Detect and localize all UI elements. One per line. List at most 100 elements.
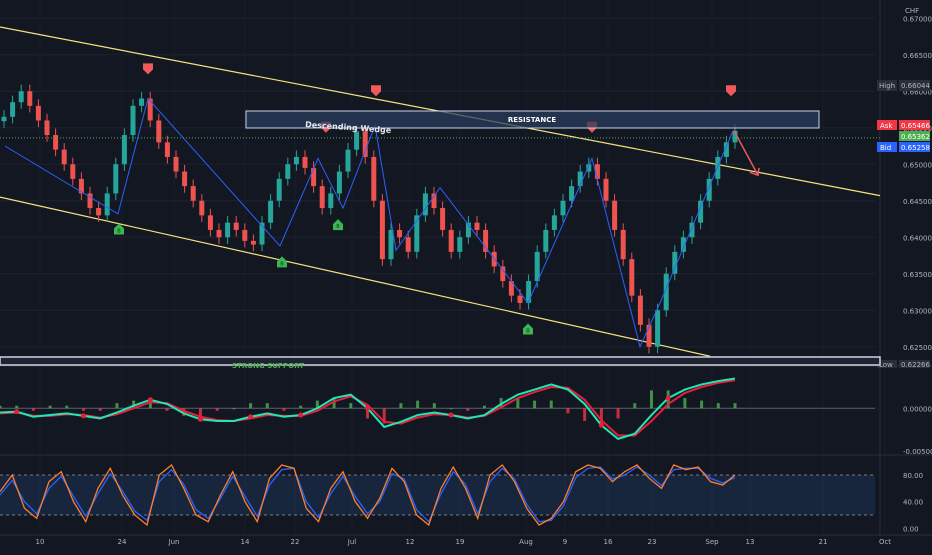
- candle: [474, 222, 480, 230]
- macd-histogram-bar: [48, 405, 52, 409]
- macd-cross-dot: [365, 405, 370, 411]
- time-tick-label: Oct: [879, 538, 891, 546]
- stochastic-k-line: [0, 463, 736, 527]
- macd-histogram-bar: [215, 408, 219, 411]
- macd-histogram-bar: [482, 405, 486, 409]
- candle: [35, 105, 41, 121]
- candle: [689, 222, 695, 238]
- candle: [637, 295, 643, 325]
- price-tick-label: 0.66000: [903, 88, 932, 96]
- resistance-zone[interactable]: RESISTANCE: [245, 110, 820, 129]
- candle: [612, 200, 618, 230]
- macd-histogram-bar: [82, 408, 86, 411]
- macd-cross-dot: [81, 413, 87, 419]
- macd-histogram-bar: [416, 400, 420, 409]
- macd-histogram-bar: [449, 408, 453, 410]
- buy-signal-letter: B: [280, 261, 284, 267]
- buy-signal-letter: B: [336, 224, 340, 230]
- macd-histogram-bar: [0, 405, 2, 409]
- candle: [680, 237, 686, 252]
- sell-signal-marker: [143, 63, 153, 75]
- candle: [534, 251, 540, 282]
- time-tick-label: 13: [746, 538, 755, 546]
- candle: [508, 281, 514, 296]
- candle: [517, 295, 523, 303]
- macd-histogram-bar: [332, 398, 336, 409]
- price-tick-label: 0.62500: [903, 344, 932, 352]
- price-tick-label: 0.63000: [903, 307, 932, 315]
- candle: [422, 193, 428, 216]
- candle: [379, 200, 385, 260]
- candle: [594, 164, 600, 179]
- candle: [414, 215, 420, 252]
- macd-histogram-bar: [733, 403, 737, 409]
- macd-histogram-bar: [616, 408, 620, 419]
- support-zone[interactable]: STRONG SUPPORT: [0, 356, 881, 370]
- buy-signal-marker: [277, 256, 287, 268]
- candle: [448, 229, 454, 252]
- candle: [397, 229, 403, 238]
- macd-signal-line: [0, 379, 736, 437]
- stochastic-d-line: [0, 466, 736, 523]
- candle: [362, 131, 368, 157]
- macd-histogram-bar: [516, 398, 520, 409]
- macd-histogram-bar: [566, 408, 570, 414]
- macd-histogram-bar: [633, 403, 637, 409]
- macd-histogram-bar: [299, 405, 303, 409]
- candle: [302, 156, 308, 168]
- time-tick-label: 19: [456, 538, 465, 546]
- candle: [586, 164, 592, 172]
- macd-pane[interactable]: [0, 377, 875, 440]
- macd-cross-dot: [665, 395, 671, 401]
- candle: [173, 156, 179, 172]
- macd-histogram-bar: [583, 408, 587, 421]
- candle: [276, 178, 282, 201]
- stochastic-tick-label: 80.00: [903, 472, 923, 480]
- candle: [465, 222, 471, 238]
- macd-histogram-bar: [382, 408, 386, 424]
- stochastic-pane[interactable]: [0, 463, 875, 527]
- candle: [139, 98, 145, 106]
- time-tick-label: 24: [118, 538, 127, 546]
- candle: [646, 324, 652, 347]
- candle: [715, 156, 721, 179]
- macd-histogram-bar: [432, 403, 436, 409]
- candle: [70, 164, 76, 179]
- candle: [311, 167, 317, 187]
- time-tick-label: 10: [36, 538, 45, 546]
- price-axis[interactable]: 0.670000.665000.660000.655000.650000.645…: [903, 15, 932, 533]
- macd-histogram-bar: [683, 398, 687, 409]
- high-badge: High 0.66044: [877, 80, 930, 91]
- macd-histogram-bar: [182, 408, 186, 416]
- high-badge-label: High: [879, 82, 895, 90]
- candle: [96, 208, 102, 216]
- candle: [388, 229, 394, 260]
- candle: [500, 266, 506, 282]
- candle: [285, 164, 291, 179]
- candle: [18, 91, 24, 103]
- macd-histogram-bar: [265, 403, 269, 409]
- macd-cross-dot: [298, 412, 304, 418]
- macd-histogram-bar: [198, 408, 202, 416]
- candle: [121, 135, 127, 165]
- candle: [663, 273, 669, 311]
- buy-signal-letter: B: [526, 329, 530, 335]
- resistance-label: RESISTANCE: [508, 116, 557, 124]
- candle: [354, 131, 360, 150]
- ask-badge: Ask 0.65466: [877, 120, 930, 130]
- macd-histogram-bar: [649, 390, 653, 409]
- time-axis[interactable]: 10 24 Jun 14 22 Jul 12 19 Aug 9 16 23 Sep 13 21 Oct: [36, 538, 892, 546]
- low-badge: Low 0.62266: [877, 360, 930, 369]
- candle: [233, 222, 239, 230]
- ask-badge-label: Ask: [880, 122, 893, 130]
- time-tick-label: 22: [291, 538, 300, 546]
- sell-signal-marker: [371, 85, 381, 97]
- candle: [242, 229, 248, 241]
- candle: [207, 215, 213, 230]
- macd-cross-dot: [448, 412, 454, 418]
- macd-tick-label: -0.00500: [903, 448, 932, 456]
- projection-arrowhead: [749, 167, 760, 177]
- lower-trendline: [0, 196, 711, 357]
- candle: [293, 156, 299, 165]
